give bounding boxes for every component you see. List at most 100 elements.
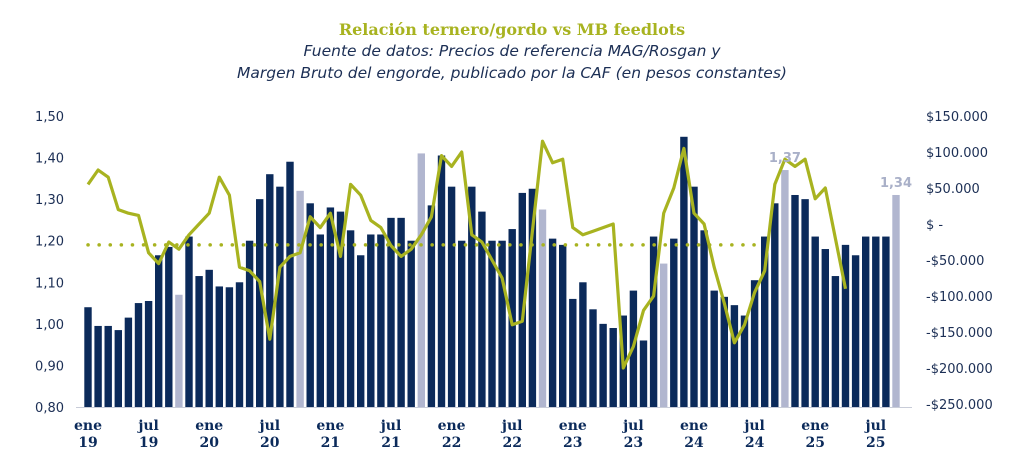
left-tick-label: 1,40 [35, 152, 64, 167]
x-tick-year: 25 [805, 435, 824, 451]
bar [599, 323, 607, 407]
bar [94, 325, 102, 407]
right-tick-label: -$50.000 [926, 254, 984, 269]
bar [407, 240, 415, 407]
right-tick-label: -$250.000 [926, 398, 993, 413]
chart-subtitle-line-1: Fuente de datos: Precios de referencia M… [303, 42, 721, 60]
bar [185, 236, 193, 407]
bar [306, 203, 314, 407]
x-tick-year: 22 [502, 435, 521, 451]
x-tick-month: jul [742, 418, 765, 434]
bar [811, 236, 819, 407]
bar [326, 207, 335, 407]
bar [437, 155, 446, 407]
bar [690, 186, 698, 407]
bar [124, 317, 133, 407]
bar-series [84, 136, 900, 408]
x-tick-year: 23 [563, 435, 582, 451]
bar [569, 298, 577, 407]
left-axis: 1,50 1,40 1,30 1,20 1,10 1,00 0,90 0,80 [35, 110, 64, 416]
bar [377, 234, 385, 407]
bar [670, 238, 678, 407]
bar [266, 174, 274, 407]
bar [357, 255, 365, 407]
highlight-bar [296, 190, 304, 407]
bar [195, 276, 203, 407]
bar [468, 186, 476, 407]
bar [134, 303, 143, 407]
x-tick-year: 20 [199, 435, 219, 451]
x-tick-month: jul [379, 418, 402, 434]
left-tick-label: 1,50 [35, 110, 64, 125]
bar [235, 282, 244, 407]
highlight-bar [660, 263, 668, 407]
x-tick-year: 19 [139, 435, 158, 451]
x-tick-year: 21 [321, 435, 340, 451]
bar [831, 276, 840, 407]
right-tick-label: -$100.000 [926, 290, 993, 305]
bar [316, 234, 324, 407]
bar [155, 255, 163, 407]
bar [518, 192, 526, 407]
bar [548, 238, 557, 407]
bar [791, 194, 799, 407]
right-tick-label: $50.000 [926, 182, 980, 197]
x-tick-year: 20 [260, 435, 280, 451]
x-tick-year: 23 [624, 435, 643, 451]
bar [710, 290, 718, 407]
bar [680, 136, 688, 408]
x-tick-month: ene [801, 418, 829, 434]
bar [862, 236, 870, 407]
bar [750, 280, 759, 407]
x-tick-month: ene [74, 418, 102, 434]
highlight-bar [538, 209, 547, 407]
x-tick-year: 24 [684, 435, 704, 451]
x-tick-month: jul [258, 418, 281, 434]
bar [387, 217, 395, 407]
bar [205, 269, 213, 407]
right-tick-label: $100.000 [926, 146, 988, 161]
bar [740, 315, 749, 407]
bar [528, 188, 537, 407]
highlight-bar [417, 153, 425, 407]
bar [367, 234, 375, 407]
x-tick-year: 25 [866, 435, 885, 451]
bar [397, 217, 405, 407]
x-tick-year: 24 [745, 435, 765, 451]
highlight-bar [781, 170, 789, 407]
bar-value-label: 1,34 [880, 176, 912, 191]
bar-value-label: 1,37 [769, 151, 801, 166]
bar [488, 240, 496, 407]
bar [801, 199, 809, 407]
x-tick-month: jul [864, 418, 887, 434]
right-axis: $150.000 $100.000 $50.000 $ - -$50.000 -$100.… [926, 110, 993, 413]
bar [872, 236, 880, 407]
bar [458, 240, 466, 407]
left-tick-label: 1,00 [35, 318, 64, 333]
mb-feedlots-line [86, 139, 848, 370]
bar [256, 199, 264, 407]
bar [771, 203, 779, 407]
bar [276, 186, 284, 407]
chart-subtitle-line-2: Margen Bruto del engorde, publicado por … [237, 64, 787, 82]
left-tick-label: 0,90 [35, 359, 64, 374]
bar [821, 249, 829, 407]
left-tick-label: 0,80 [35, 401, 64, 416]
bar-annotations: 1,37 1,34 [769, 151, 912, 191]
highlight-bar [175, 294, 183, 407]
bar [478, 211, 486, 407]
bar [761, 236, 769, 407]
x-tick-month: jul [136, 418, 159, 434]
chart-title: Relación ternero/gordo vs MB feedlots [338, 20, 686, 39]
bar [730, 305, 739, 407]
bar [215, 286, 223, 407]
bar [447, 186, 456, 407]
right-tick-label: -$150.000 [926, 326, 993, 341]
bar [841, 244, 850, 407]
x-tick-year: 22 [442, 435, 461, 451]
bar [609, 328, 617, 407]
highlight-bar [892, 194, 900, 407]
right-tick-label: $ - [926, 218, 943, 233]
x-axis-labels: ene19jul19ene20jul20ene21jul21ene22jul22… [74, 418, 886, 451]
